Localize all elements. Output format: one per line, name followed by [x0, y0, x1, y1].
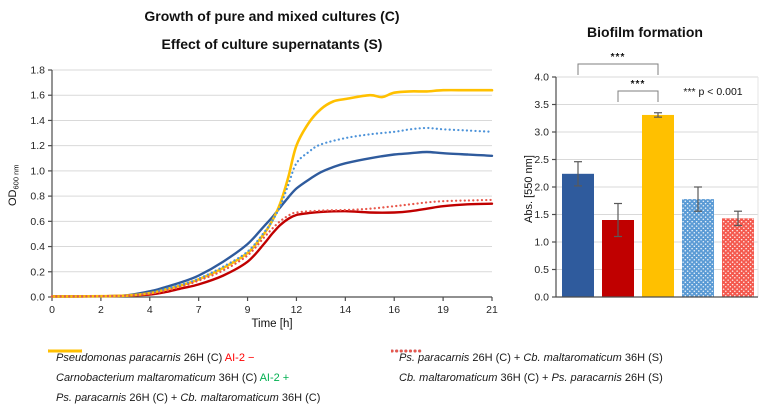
y-tick-label: 0.8 — [30, 191, 45, 203]
legend-text-segment: Carnobacterium maltaromaticum — [56, 372, 216, 384]
x-tick-label: 12 — [291, 304, 303, 316]
legend-item: Pseudomonas paracarnis 26H (C) AI-2 − — [48, 348, 393, 368]
legend-text-segment: 36H (C) — [278, 392, 321, 404]
biofilm-bars — [562, 112, 754, 297]
y-tick-label: 3.5 — [534, 99, 549, 111]
significance-brackets: *** *** — [577, 52, 659, 102]
legend-column-left: Pseudomonas paracarnis 26H (C) AI-2 − Car… — [48, 348, 393, 408]
y-tick-label: 1.0 — [30, 165, 45, 177]
sig-bracket-1 — [617, 90, 659, 102]
y-tick-label: 0.2 — [30, 266, 45, 278]
legend-text-segment: 36H (C) + — [497, 372, 552, 384]
y-tick-label: 4.0 — [534, 72, 549, 84]
y-tick-label: 0.5 — [534, 264, 549, 276]
growth-series-lines — [50, 88, 494, 298]
series-line-0 — [50, 150, 494, 298]
y-tick-label: 0.0 — [30, 292, 45, 304]
legend: Pseudomonas paracarnis 26H (C) AI-2 − Car… — [0, 346, 768, 412]
biofilm-bar-chart: 0.0 0.5 1.0 1.5 2.0 2.5 3.0 3.5 4.0 *** *** *** p… — [523, 52, 759, 304]
x-tick-label: 9 — [245, 304, 251, 316]
legend-solid-line-swatch — [48, 349, 82, 353]
x-tick-label: 4 — [147, 304, 153, 316]
legend-text-segment: 26H (C) — [180, 352, 225, 364]
legend-text-segment: Ps. paracarnis — [56, 392, 127, 404]
growth-chart-title-line1: Growth of pure and mixed cultures (C) — [144, 8, 400, 24]
biofilm-axes: 0.0 0.5 1.0 1.5 2.0 2.5 3.0 3.5 4.0 — [534, 72, 758, 304]
x-tick-label: 21 — [486, 304, 498, 316]
legend-text-segment: 36H (S) — [621, 352, 663, 364]
significance-note: *** p < 0.001 — [683, 86, 742, 98]
legend-item: Cb. maltaromaticum 36H (C) + Ps. paracar… — [391, 349, 768, 388]
bar-dot-pattern-4 — [722, 218, 754, 297]
growth-gridlines — [52, 69, 492, 273]
legend-text-segment: AI-2 + — [259, 372, 290, 384]
sig-bracket-0 — [577, 63, 659, 75]
legend-column-right: Ps. paracarnis 26H (C) + Cb. maltaromati… — [391, 348, 768, 388]
y-tick-label: 1.8 — [30, 65, 45, 77]
legend-text-segment: 36H (C) — [215, 372, 260, 384]
y-tick-label: 0.0 — [534, 292, 549, 304]
biofilm-y-axis-title: Abs. [550 nm] — [523, 155, 535, 223]
legend-item: Ps. paracarnis 26H (C) + Cb. maltaromati… — [391, 348, 768, 368]
sig-label-1: *** — [631, 79, 646, 90]
legend-text-segment: 26H (C) + — [126, 392, 181, 404]
legend-text-segment: 26H (S) — [621, 372, 663, 384]
x-tick-label: 7 — [196, 304, 202, 316]
bar-0 — [562, 173, 594, 297]
y-axis-title-subscript: 600 nm — [12, 164, 21, 189]
y-tick-label: 3.0 — [534, 127, 549, 139]
legend-text-segment: Pseudomonas paracarnis — [56, 352, 181, 364]
legend-text-segment: Ps. paracarnis — [551, 372, 622, 384]
growth-axes — [48, 69, 493, 301]
y-tick-label: 1.0 — [534, 237, 549, 249]
y-tick-label: 0.4 — [30, 241, 45, 253]
sig-label-0: *** — [611, 52, 626, 63]
legend-text-segment: Cb. maltaromaticum — [523, 352, 622, 364]
y-tick-label: 1.5 — [534, 209, 549, 221]
x-axis-title: Time [h] — [251, 318, 292, 330]
legend-entry-text: Ps. paracarnis 26H (C) + Cb. maltaromati… — [399, 352, 663, 364]
y-tick-label: 0.6 — [30, 216, 45, 228]
legend-entry-text: Ps. paracarnis 26H (C) + Cb. maltaromati… — [56, 392, 320, 404]
growth-axis-labels: 0.0 0.2 0.4 0.6 0.8 1.0 1.2 1.4 1.6 1.8 0 2 4 7 9 12 14 1… — [30, 65, 498, 317]
legend-text-segment: Cb. maltaromaticum — [399, 372, 498, 384]
x-tick-label: 14 — [339, 304, 351, 316]
y-tick-label: 1.4 — [30, 115, 45, 127]
legend-item: Carnobacterium maltaromaticum 36H (C) AI… — [48, 349, 393, 388]
y-tick-label: 2.5 — [534, 154, 549, 166]
x-tick-label: 2 — [98, 304, 104, 316]
legend-entry-text: Pseudomonas paracarnis 26H (C) AI-2 − — [56, 352, 254, 364]
x-tick-label: 16 — [388, 304, 400, 316]
y-tick-label: 1.6 — [30, 90, 45, 102]
bar-dot-pattern-3 — [682, 199, 714, 297]
bar-2 — [642, 114, 674, 297]
y-tick-label: 1.2 — [30, 140, 45, 152]
legend-dotted-line-swatch — [391, 349, 425, 353]
y-tick-label: 2.0 — [534, 182, 549, 194]
biofilm-chart-title: Biofilm formation — [587, 24, 703, 40]
y-axis-title: OD600 nm — [7, 164, 21, 206]
series-line-4 — [50, 198, 494, 298]
legend-entry-text: Carnobacterium maltaromaticum 36H (C) AI… — [56, 372, 289, 384]
y-axis-title-main: OD — [7, 189, 19, 206]
legend-item: Ps. paracarnis 26H (C) + Cb. maltaromati… — [48, 349, 393, 408]
legend-text-segment: 26H (C) + — [469, 352, 524, 364]
growth-line-chart: 0.0 0.2 0.4 0.6 0.8 1.0 1.2 1.4 1.6 1.8 0 2 4 7 9 12 14 1… — [7, 65, 498, 331]
legend-text-segment: Cb. maltaromaticum — [180, 392, 279, 404]
growth-chart-title-line2: Effect of culture supernatants (S) — [161, 36, 383, 52]
x-tick-label: 0 — [49, 304, 55, 316]
series-line-3 — [50, 126, 494, 298]
legend-text-segment: Ps. paracarnis — [399, 352, 470, 364]
x-tick-label: 19 — [437, 304, 449, 316]
legend-text-segment: AI-2 − — [224, 352, 255, 364]
legend-entry-text: Cb. maltaromaticum 36H (C) + Ps. paracar… — [399, 372, 663, 384]
series-line-2 — [50, 88, 494, 298]
